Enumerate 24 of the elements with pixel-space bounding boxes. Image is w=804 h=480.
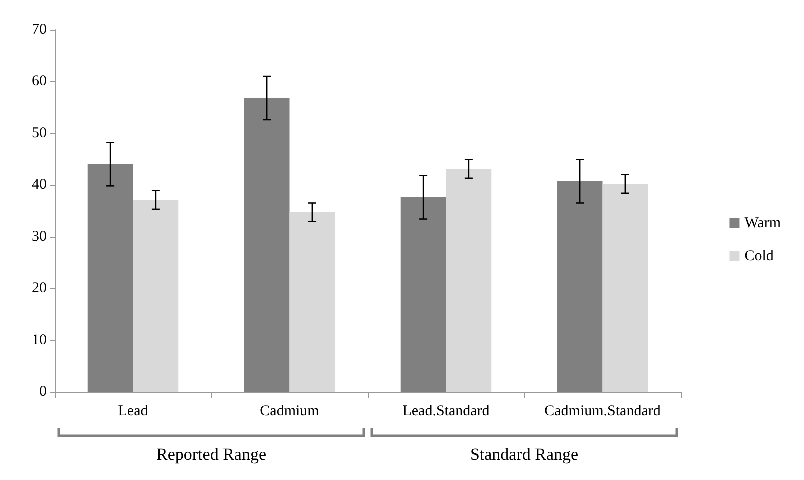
y-tick-label: 70: [32, 22, 47, 38]
y-tick-label: 60: [32, 74, 47, 90]
bar: [133, 200, 179, 392]
x-tick-label: Lead.Standard: [402, 404, 490, 420]
y-tick-label: 10: [32, 332, 47, 348]
legend-label: Cold: [744, 248, 774, 264]
x-tick-label: Cadmium.Standard: [544, 404, 662, 420]
y-tick-label: 20: [32, 280, 47, 297]
bar: [602, 184, 648, 392]
text: Standard Range: [470, 445, 579, 464]
bar: [400, 198, 446, 392]
text: Reported Range: [156, 445, 266, 464]
y-tick-label: 30: [32, 228, 47, 245]
y-tick-label: 40: [32, 177, 47, 194]
x-tick-label: Lead: [118, 404, 149, 420]
x-tick-label: Cadmium: [260, 404, 320, 420]
bar: [446, 169, 492, 392]
legend-label: Warm: [744, 216, 782, 232]
y-tick-label: 0: [40, 384, 47, 400]
y-tick-label: 50: [32, 125, 47, 142]
bar: [244, 98, 290, 392]
bar: [557, 182, 603, 392]
bar: [290, 212, 336, 392]
bar: [88, 164, 134, 392]
